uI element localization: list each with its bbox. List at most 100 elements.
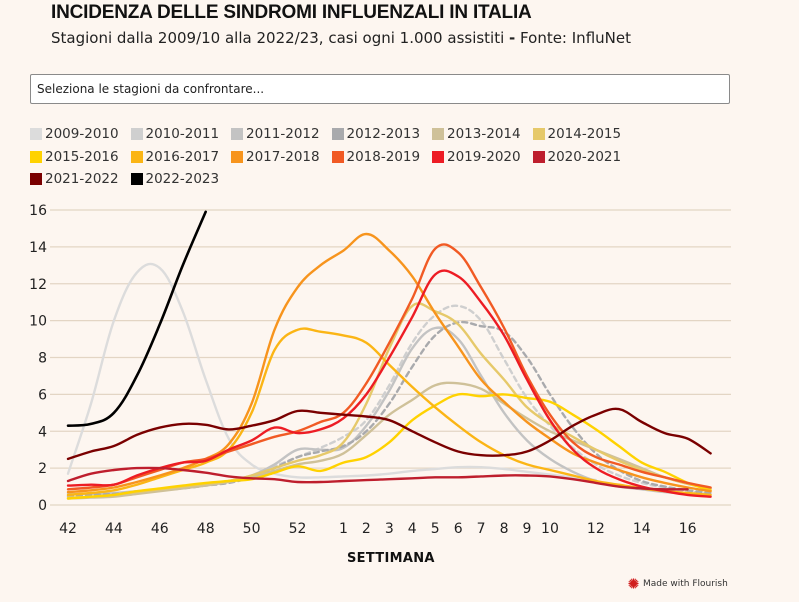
legend-swatch [30, 173, 42, 186]
x-tick-label: 44 [105, 521, 123, 537]
legend-row: 2021-2022 2022-2023 [30, 168, 670, 191]
y-tick-label: 12 [29, 277, 47, 293]
x-tick-label: 3 [385, 521, 394, 537]
legend-label: 2019-2020 [447, 148, 521, 165]
legend-item-2022-2023[interactable]: 2022-2023 [130, 168, 232, 191]
legend-swatch [432, 150, 444, 163]
legend-label: 2010-2011 [145, 126, 220, 143]
series-line-2015-2016[interactable] [66, 392, 712, 500]
series-line-2022-2023[interactable] [66, 210, 207, 427]
x-tick-label: 1 [339, 521, 348, 537]
x-tick-label: 50 [243, 521, 261, 537]
legend-item-2011-2012[interactable]: 2011-2012 [231, 123, 332, 146]
chart-subtitle: Stagioni dalla 2009/10 alla 2022/23, cas… [51, 29, 631, 47]
legend-label: 2009-2010 [45, 126, 119, 143]
x-axis-ticks: 42 44 46 48 50 52 1 2 3 4 5 6 7 8 9 10 12 14 16 [59, 521, 697, 537]
legend-item-2021-2022[interactable]: 2021-2022 [30, 168, 131, 191]
legend-swatch [331, 128, 344, 141]
x-tick-label: 6 [454, 521, 463, 537]
legend-label: 2011-2012 [246, 126, 320, 143]
legend-row: 2015-2016 2016-2017 2017-2018 2018-2019 2019… [30, 146, 670, 169]
x-tick-label: 5 [431, 521, 440, 537]
legend-swatch [231, 150, 243, 163]
y-tick-label: 8 [38, 351, 47, 367]
legend-label: 2017-2018 [246, 148, 320, 165]
legend-swatch [532, 128, 545, 141]
x-tick-label: 48 [197, 521, 215, 537]
legend-swatch [532, 150, 545, 163]
x-tick-label: 14 [633, 521, 651, 537]
x-tick-label: 2 [362, 521, 371, 537]
legend-item-2016-2017[interactable]: 2016-2017 [130, 146, 232, 169]
legend-swatch [130, 173, 143, 186]
y-tick-label: 0 [38, 498, 47, 514]
legend-label: 2012-2013 [346, 126, 421, 143]
legend-item-2019-2020[interactable]: 2019-2020 [432, 146, 533, 169]
legend-row: 2009-2010 2010-2011 2011-2012 2012-2013 2013… [30, 123, 670, 146]
legend-label: 2016-2017 [145, 148, 220, 165]
x-axis-title: SETTIMANA [347, 551, 435, 566]
y-tick-label: 14 [29, 240, 47, 256]
legend-item-2013-2014[interactable]: 2013-2014 [432, 123, 533, 146]
legend-swatch [130, 150, 143, 163]
series-line-2021-2022[interactable] [66, 407, 712, 461]
legend-item-2020-2021[interactable]: 2020-2021 [532, 146, 634, 169]
season-select[interactable]: Seleziona le stagioni da confrontare... [30, 74, 730, 104]
y-tick-label: 2 [38, 461, 47, 477]
flourish-credit[interactable]: Made with Flourish [628, 578, 728, 589]
series-line-2020-2021[interactable] [66, 466, 689, 491]
series-line-2011-2012[interactable] [66, 326, 712, 497]
legend-swatch [231, 128, 243, 141]
x-tick-label: 10 [541, 521, 559, 537]
flourish-credit-text: Made with Flourish [643, 578, 728, 589]
series-line-2018-2019[interactable] [66, 243, 712, 491]
legend-item-2009-2010[interactable]: 2009-2010 [30, 123, 131, 146]
series-lines [66, 210, 712, 500]
x-tick-label: 9 [523, 521, 532, 537]
legend-swatch [331, 150, 344, 163]
x-tick-label: 4 [408, 521, 417, 537]
series-line-2019-2020[interactable] [66, 269, 712, 498]
legend-swatch [30, 128, 42, 141]
x-tick-label: 42 [59, 521, 77, 537]
y-tick-label: 16 [29, 203, 47, 219]
y-tick-label: 10 [29, 314, 47, 330]
x-tick-label: 12 [587, 521, 605, 537]
legend-item-2010-2011[interactable]: 2010-2011 [130, 123, 232, 146]
legend-item-2017-2018[interactable]: 2017-2018 [231, 146, 332, 169]
legend-label: 2015-2016 [45, 148, 119, 165]
series-line-2016-2017[interactable] [66, 327, 712, 497]
legend-swatch [432, 128, 444, 141]
legend-swatch [30, 150, 42, 163]
legend-label: 2013-2014 [447, 126, 521, 143]
subtitle-main: Stagioni dalla 2009/10 alla 2022/23, cas… [51, 29, 510, 47]
series-line-2013-2014[interactable] [66, 381, 712, 500]
season-select-placeholder: Seleziona le stagioni da confrontare... [37, 82, 265, 96]
subtitle-source: Fonte: InfluNet [515, 29, 631, 47]
legend-label: 2018-2019 [346, 148, 421, 165]
x-tick-label: 46 [151, 521, 169, 537]
legend-label: 2022-2023 [145, 171, 220, 188]
x-tick-label: 16 [679, 521, 697, 537]
x-tick-label: 7 [477, 521, 486, 537]
flourish-logo-icon [628, 578, 639, 589]
x-tick-label: 8 [500, 521, 509, 537]
legend-item-2015-2016[interactable]: 2015-2016 [30, 146, 131, 169]
y-tick-label: 6 [38, 387, 47, 403]
chart-title: INCIDENZA DELLE SINDROMI INFLUENZALI IN … [51, 2, 532, 23]
legend-label: 2021-2022 [45, 171, 119, 188]
legend-label: 2020-2021 [547, 148, 622, 165]
legend: 2009-2010 2010-2011 2011-2012 2012-2013 2013… [30, 123, 670, 191]
legend-swatch [130, 128, 143, 141]
y-tick-label: 4 [38, 424, 47, 440]
legend-item-2014-2015[interactable]: 2014-2015 [532, 123, 634, 146]
x-tick-label: 52 [289, 521, 307, 537]
series-line-2009-2010[interactable] [66, 262, 598, 482]
legend-item-2018-2019[interactable]: 2018-2019 [331, 146, 433, 169]
gridlines [50, 209, 731, 506]
subtitle-dash: - [509, 29, 516, 47]
legend-item-2012-2013[interactable]: 2012-2013 [331, 123, 433, 146]
y-axis-ticks: 0 2 4 6 8 10 12 14 16 [29, 203, 47, 514]
legend-label: 2014-2015 [547, 126, 622, 143]
